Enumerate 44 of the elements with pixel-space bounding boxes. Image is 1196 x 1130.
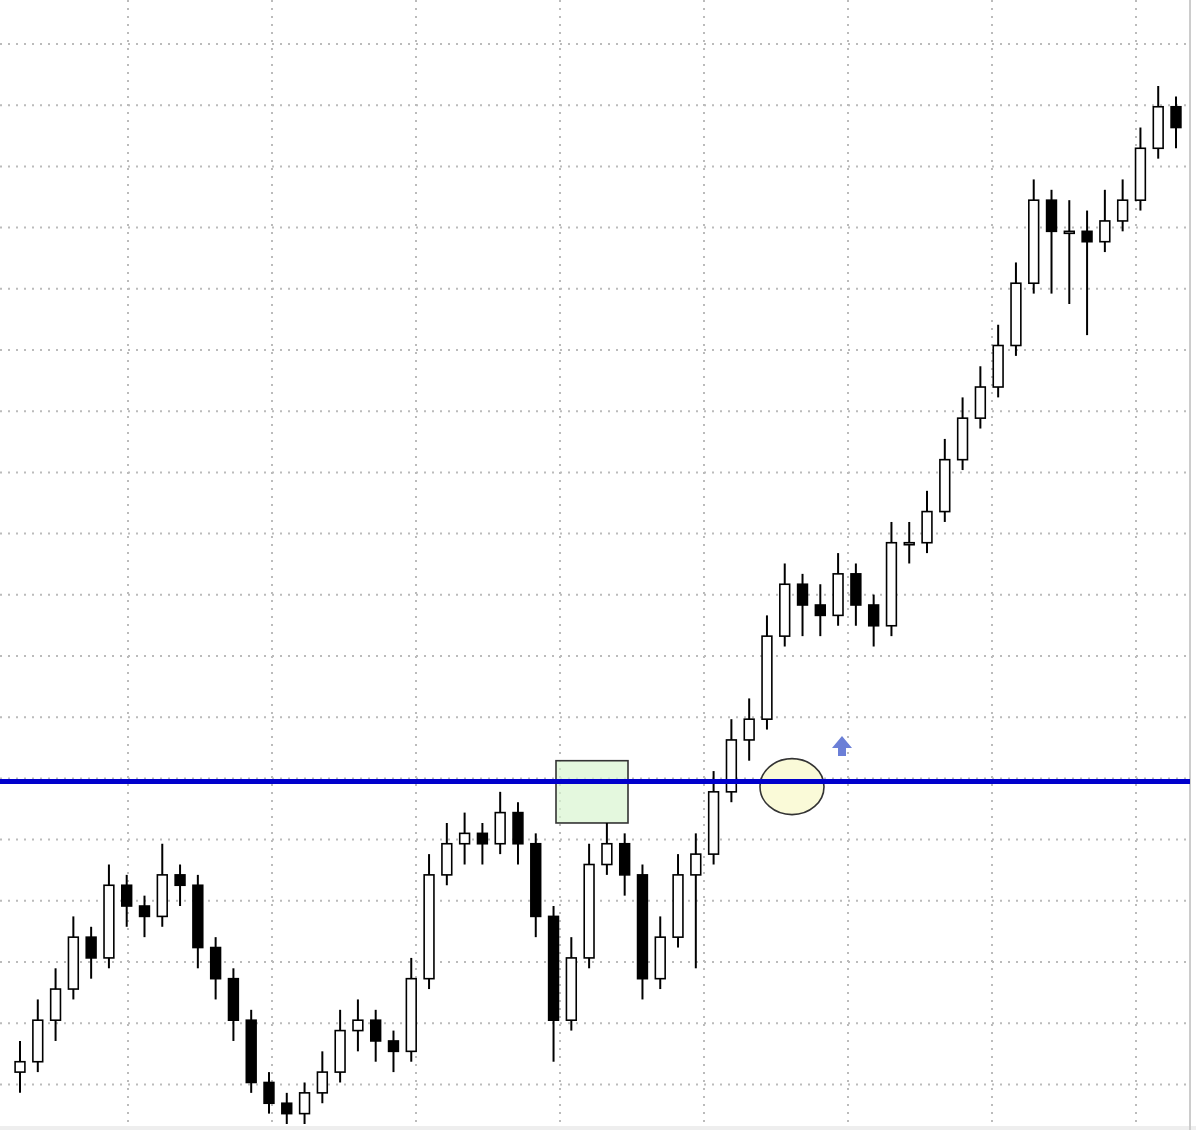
- candlestick: [903, 520, 915, 565]
- candlestick: [832, 552, 844, 627]
- candlestick: [352, 998, 364, 1053]
- candlestick: [1152, 85, 1164, 160]
- candlestick: [1116, 178, 1129, 233]
- candlestick: [441, 821, 453, 887]
- candlestick: [85, 925, 97, 980]
- candlestick: [814, 583, 827, 638]
- candlestick: [867, 593, 880, 648]
- candlestick: [1045, 188, 1058, 295]
- candlestick: [209, 936, 222, 1001]
- candlestick: [281, 1091, 293, 1125]
- candlestick: [476, 821, 489, 866]
- candlestick: [458, 811, 471, 866]
- candlestick: [992, 323, 1004, 399]
- candlestick: [1081, 209, 1093, 337]
- candlestick: [512, 801, 524, 866]
- candlestick: [743, 697, 755, 762]
- candlestick: [974, 365, 987, 430]
- candlestick: [174, 863, 186, 908]
- candlestick: [14, 1039, 26, 1094]
- candlestick: [156, 842, 168, 928]
- candlestick: [387, 1029, 400, 1074]
- candlestick: [494, 790, 506, 856]
- candlestick: [796, 572, 809, 638]
- candlestick: [263, 1071, 275, 1115]
- candlestick: [316, 1050, 329, 1105]
- candlestick: [121, 873, 133, 928]
- candlestick: [49, 967, 62, 1042]
- candlestick: [1099, 188, 1111, 254]
- candlestick: [1170, 95, 1182, 150]
- candlestick: [298, 1081, 311, 1125]
- candlestick: [956, 396, 969, 472]
- candlestick: [32, 998, 44, 1074]
- candlestick: [601, 821, 613, 876]
- candlestick: [334, 1008, 346, 1084]
- candlestick: [850, 562, 862, 627]
- candlestick: [618, 832, 631, 897]
- candlestick: [690, 832, 702, 970]
- candlestick: [369, 1008, 382, 1063]
- candlestick: [138, 894, 151, 939]
- candlestick: [921, 489, 933, 555]
- candlestick: [227, 967, 240, 1042]
- candlestick: [654, 915, 666, 991]
